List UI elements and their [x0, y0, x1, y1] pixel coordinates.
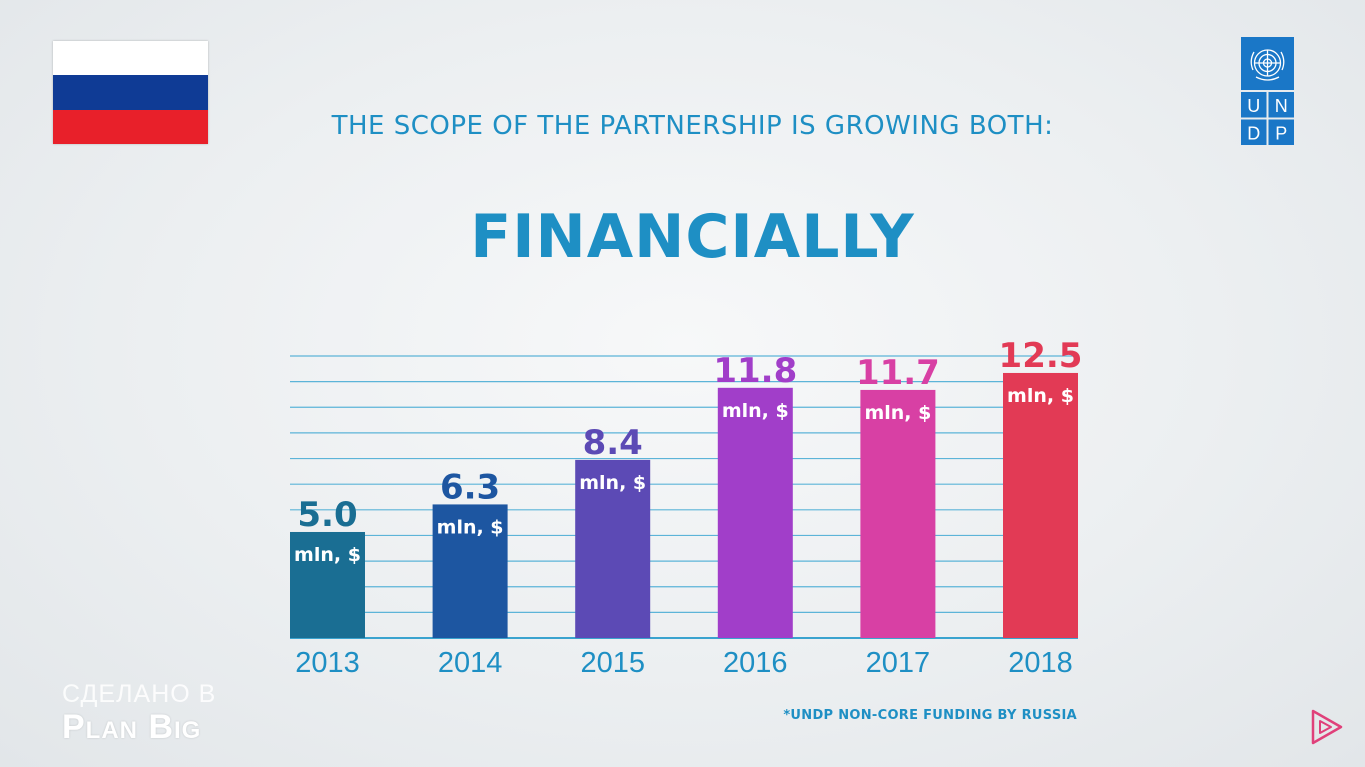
footnote: *UNDP NON-CORE FUNDING BY RUSSIA: [783, 708, 1077, 723]
headline: THE SCOPE OF THE PARTNERSHIP IS GROWING …: [331, 111, 1054, 141]
logo-tile-p: [1268, 119, 1294, 145]
logo-letter-u: U: [1247, 96, 1260, 116]
un-emblem-icon: [1250, 49, 1285, 81]
flag-stripe-white: [53, 41, 208, 76]
watermark-made-in: СДЕЛАНО В: [62, 680, 217, 708]
unit-label-2018: mln, $: [1007, 385, 1074, 407]
value-label-2013: 5.0: [297, 495, 357, 535]
undp-logo: U N D P: [1241, 37, 1294, 145]
unit-label-2017: mln, $: [864, 402, 931, 424]
value-label-2017: 11.7: [856, 353, 940, 393]
bar-2014: [432, 504, 508, 638]
subhead-financially: FINANCIALLY: [470, 202, 915, 272]
year-label-2017: 2017: [866, 647, 931, 679]
value-label-2016: 11.8: [713, 351, 797, 391]
bar-2018: [1003, 372, 1078, 638]
unit-label-2013: mln, $: [294, 544, 361, 566]
bar-2017: [860, 389, 936, 638]
bar-2015: [575, 459, 651, 638]
play-icon[interactable]: [1310, 708, 1344, 746]
flag-stripe-red: [53, 109, 208, 144]
value-label-2015: 8.4: [583, 423, 643, 463]
logo-letter-n: N: [1275, 96, 1288, 116]
year-label-2014: 2014: [438, 647, 503, 679]
unit-label-2014: mln, $: [437, 516, 504, 538]
year-label-2013: 2013: [295, 647, 360, 679]
chart-gridlines: [290, 355, 1078, 639]
chart-bars: [290, 372, 1078, 638]
year-label-2015: 2015: [580, 647, 645, 679]
logo-tile-u: [1241, 92, 1267, 118]
value-label-2018: 12.5: [999, 336, 1083, 376]
russia-flag: [53, 41, 208, 144]
logo-letter-d: D: [1247, 124, 1260, 144]
flag-stripe-blue: [53, 75, 208, 110]
logo-tile-d: [1241, 119, 1267, 145]
value-label-2014: 6.3: [440, 467, 500, 507]
bar-2013: [290, 531, 365, 638]
bar-2016: [717, 387, 793, 638]
logo-tile-n: [1268, 92, 1294, 118]
year-label-2018: 2018: [1008, 647, 1073, 679]
logo-letter-p: P: [1275, 124, 1287, 144]
year-label-2016: 2016: [723, 647, 788, 679]
unit-label-2015: mln, $: [579, 472, 646, 494]
unit-label-2016: mln, $: [722, 400, 789, 422]
chart-labels: 5.0 mln, $ 2013 6.3 mln, $ 2014 8.4 mln, $ 2015 1…: [294, 336, 1082, 679]
watermark-plan-big: Plan Big: [62, 708, 202, 746]
